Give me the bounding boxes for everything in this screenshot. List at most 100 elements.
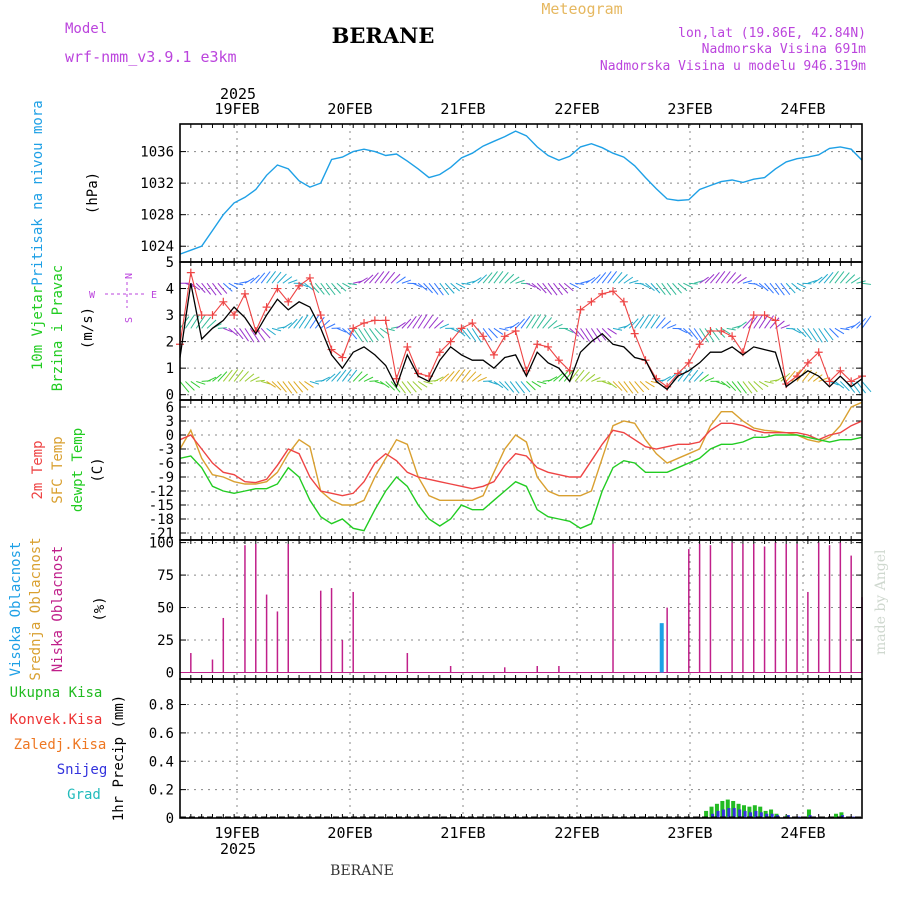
snow-bar <box>744 811 747 818</box>
wind-direction-barb <box>277 381 286 392</box>
wind-direction-barb <box>418 283 427 290</box>
y-tick-label: -15 <box>149 498 174 514</box>
model-label: Model <box>65 21 107 37</box>
precip-legend-item: Ukupna Kisa <box>10 685 103 701</box>
lonlat-info: lon,lat (19.86E, 42.84N) <box>678 26 866 41</box>
wind-direction-barb <box>348 283 357 284</box>
wind-direction-barb <box>369 381 378 382</box>
wind-direction-barb <box>786 328 795 329</box>
wind-direction-barb <box>840 328 849 329</box>
wind-direction-barb <box>608 271 617 283</box>
y-axis-label: 1hr Precip (mm) <box>111 695 127 821</box>
wind-direction-barb <box>256 380 265 381</box>
gust-marker <box>306 274 314 282</box>
gust-marker <box>533 340 541 348</box>
panel-frame <box>180 124 862 262</box>
product-title: Meteogram <box>541 0 622 18</box>
wind-direction-barb <box>272 328 281 331</box>
y-tick-label: 0.2 <box>149 783 174 799</box>
wind-direction-barb <box>813 277 822 283</box>
y-axis-label: (m/s) <box>80 307 96 349</box>
wind-direction-barb <box>326 283 335 295</box>
station-title: BERANE <box>332 23 435 48</box>
wind-direction-barb <box>261 272 270 284</box>
gust-marker <box>577 306 585 314</box>
wind-direction-barb <box>299 315 308 329</box>
gust-marker <box>187 269 195 277</box>
wind-direction-barb <box>364 328 373 342</box>
wind-direction-barb <box>510 381 519 393</box>
y-axis-label: (%) <box>92 596 108 621</box>
wind-direction-barb <box>424 381 433 383</box>
y-tick-label: 100 <box>149 536 174 552</box>
y-tick-label: -3 <box>157 442 174 458</box>
wind-direction-barb <box>451 370 460 382</box>
y-tick-label: 3 <box>166 414 174 430</box>
panel-frame <box>180 400 862 540</box>
top-day-label: 22FEB <box>554 100 599 118</box>
top-day-label: 19FEB <box>214 100 259 118</box>
wind-direction-barb <box>223 370 232 381</box>
wind-direction-barb <box>548 283 557 295</box>
wind-direction-barb <box>618 381 627 392</box>
y-tick-label: -9 <box>157 470 174 486</box>
wind-direction-barb <box>212 283 221 295</box>
gust-marker <box>338 354 346 362</box>
wind-direction-barb <box>380 271 389 283</box>
wind-direction-barb <box>770 283 779 295</box>
y-tick-label: 1036 <box>140 145 174 161</box>
wind-direction-barb <box>581 328 590 341</box>
wind-direction-barb <box>575 283 584 284</box>
credit-watermark: made by Angel <box>873 549 889 655</box>
wind-direction-barb <box>494 381 503 387</box>
wind-direction-barb <box>505 381 514 392</box>
wind-direction-barb <box>851 322 860 329</box>
wind-direction-barb <box>526 315 535 329</box>
y-axis-label: Niska Oblacnost <box>50 546 66 672</box>
wind-direction-barb <box>775 283 784 295</box>
y-tick-label: 1 <box>166 361 174 377</box>
gust-marker <box>717 327 725 335</box>
wind-direction-barb <box>375 271 384 283</box>
wind-direction-barb <box>537 381 546 383</box>
compass-south: S <box>124 317 135 323</box>
wind-direction-barb <box>613 328 622 330</box>
wind-direction-barb <box>813 328 822 342</box>
wind-direction-barb <box>516 381 525 393</box>
wind-direction-barb <box>716 271 725 283</box>
wind-direction-barb <box>267 381 276 387</box>
wind-direction-barb <box>353 328 362 341</box>
wind-direction-barb <box>667 325 676 329</box>
wind-direction-barb <box>402 280 411 283</box>
footer-station: BERANE <box>330 863 394 879</box>
top-day-label: 20FEB <box>327 100 372 118</box>
gust-marker <box>631 330 639 338</box>
y-axis-label: SFC Temp <box>50 436 66 503</box>
wind-direction-barb <box>738 381 747 393</box>
wind-direction-barb <box>700 277 709 283</box>
wind-direction-barb <box>359 328 368 342</box>
y-tick-label: 25 <box>157 633 174 649</box>
gust-marker <box>761 311 769 319</box>
y-tick-label: 5 <box>166 255 174 271</box>
gust-marker <box>360 319 368 327</box>
wind-direction-barb <box>797 328 806 336</box>
wind-direction-barb <box>413 315 422 329</box>
gust-line <box>180 273 862 387</box>
wind-direction-barb <box>369 273 378 284</box>
y-tick-label: -12 <box>149 484 174 500</box>
precip-legend-item: Zaledj.Kisa <box>14 737 107 753</box>
wind-direction-barb <box>824 272 833 283</box>
y-axis-label: 10m Vjetar <box>30 286 46 370</box>
wind-speed-line <box>180 283 862 389</box>
wind-direction-barb <box>830 271 839 283</box>
wind-direction-barb <box>857 281 866 283</box>
wind-direction-barb <box>483 381 492 382</box>
top-day-label: 21FEB <box>440 100 485 118</box>
wind-direction-barb <box>662 283 671 295</box>
wind-direction-barb <box>380 381 389 387</box>
wind-direction-barb <box>743 281 752 284</box>
